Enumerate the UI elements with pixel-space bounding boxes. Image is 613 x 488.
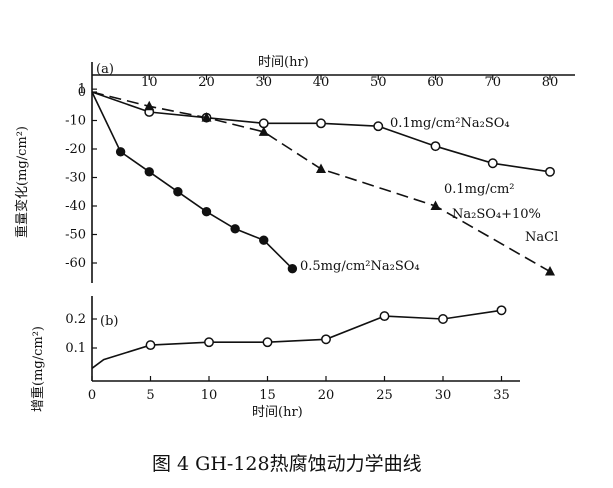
series-a3-point [173,187,183,197]
series-b1-point [204,337,214,348]
panel-b-x-tick-label: 20 [318,388,335,403]
series-b1-point [496,305,507,316]
panel-a-y-tick-label: -30 [65,171,86,186]
series-a3-label: 0.5mg/cm²Na₂SO₄ [300,259,420,274]
panel-b-y-tick-label: 0.2 [65,312,86,327]
panel-a-y-axis-title: 重量变化(mg/cm²) [14,126,30,238]
panel-a-x-tick-label: 80 [542,75,559,90]
series-a2-point [316,163,326,173]
series-a3-line [91,91,293,270]
series-a1-point [545,166,555,177]
series-a2-point [545,266,555,276]
panel-b-x-tick-label: 10 [201,388,218,403]
panel-a-x-tick-label: 70 [484,75,501,90]
series-a1-point [373,121,384,132]
series-a3-point [201,207,212,217]
series-a2-point [201,112,212,122]
series-a2-point [430,200,441,210]
series-a1-point [430,141,441,152]
panel-a-y-tick-label: -10 [65,114,86,129]
series-a3-point [115,147,126,157]
panel-a-x-tick-label: 50 [370,75,387,90]
series-b1-point [321,334,331,345]
panel-b-y-axis-title: 增重(mg/cm²) [30,326,46,412]
series-a1-point [316,118,326,129]
panel-b-x-tick-label: 5 [146,388,154,403]
panel-b-x-tick-label: 15 [259,388,276,403]
panel-a-label: (a) [96,62,114,77]
panel-a-x-tick-label: 20 [198,75,215,90]
panel-a-y-tick-label: -60 [65,256,86,271]
panel-a-y-tick-label: 1 [78,82,86,97]
panel-b-series [91,305,507,369]
series-b1-point [262,337,273,348]
series-a1-label: 0.1mg/cm²Na₂SO₄ [390,116,510,131]
series-a1-point [487,158,498,169]
series-a2-point [144,100,155,111]
panel-b-y-ticks: 0.2 0.1 [65,312,97,356]
series-a1-point [258,118,269,129]
panel-a-x-tick-label: 10 [141,75,158,90]
panel-a-y-tick-label: -40 [65,199,86,214]
series-a3-point [259,235,269,245]
series-a3-point [230,224,240,234]
series-a2-point [258,126,269,136]
series-a2-label-line1: 0.1mg/cm² [444,182,515,197]
series-b1-point [438,314,448,324]
figure-caption: 图 4 GH-128热腐蚀动力学曲线 [152,453,422,475]
panel-b-x-tick-label: 35 [493,388,510,403]
series-a2-label-line3: NaCl [525,230,558,245]
panel-a-y-tick-label: 0 [78,85,86,100]
panel-a-y-tick-label: -50 [65,228,86,243]
panel-a-top-axis-title: 时间(hr) [258,55,309,70]
panel-b-x-axis-title: 时间(hr) [252,405,303,420]
panel-a-y-tick-label: -20 [65,142,86,157]
panel-b-x-tick-label: 30 [435,388,452,403]
panel-a-x-tick-label: 60 [427,75,444,90]
series-a3-point [287,264,298,274]
series-a3-point [144,167,154,177]
panel-a-x-tick-label: 30 [255,75,272,90]
panel-a-series [91,91,555,276]
series-a2-label-line2: Na₂SO₄+10% [452,207,541,222]
panel-b: (b) 时间(hr) 增重(mg/cm²) 0 5 10 15 20 25 30 35 0.2… [30,296,520,420]
panel-a-x-ticks: 10 20 30 40 50 60 70 80 [141,75,558,90]
panel-b-y-tick-label: 0.1 [65,341,86,356]
panel-b-x-tick-label: 25 [376,388,393,403]
panel-a: (a) 时间(hr) 重量变化(mg/cm²) 10 20 30 40 50 60 70 80… [14,55,575,283]
panel-b-label: (b) [100,314,118,329]
panel-a-x-tick-label: 40 [313,75,330,90]
panel-b-x-ticks: 0 5 10 15 20 25 30 35 [88,376,510,403]
panel-b-x-tick-label: 0 [88,388,96,403]
panel-a-y-ticks: 10 -10 -20 -30 -40 -50 -60 [65,82,97,271]
series-b1-point [145,340,156,351]
series-a1-line [91,91,551,173]
series-b1-point [379,311,390,322]
